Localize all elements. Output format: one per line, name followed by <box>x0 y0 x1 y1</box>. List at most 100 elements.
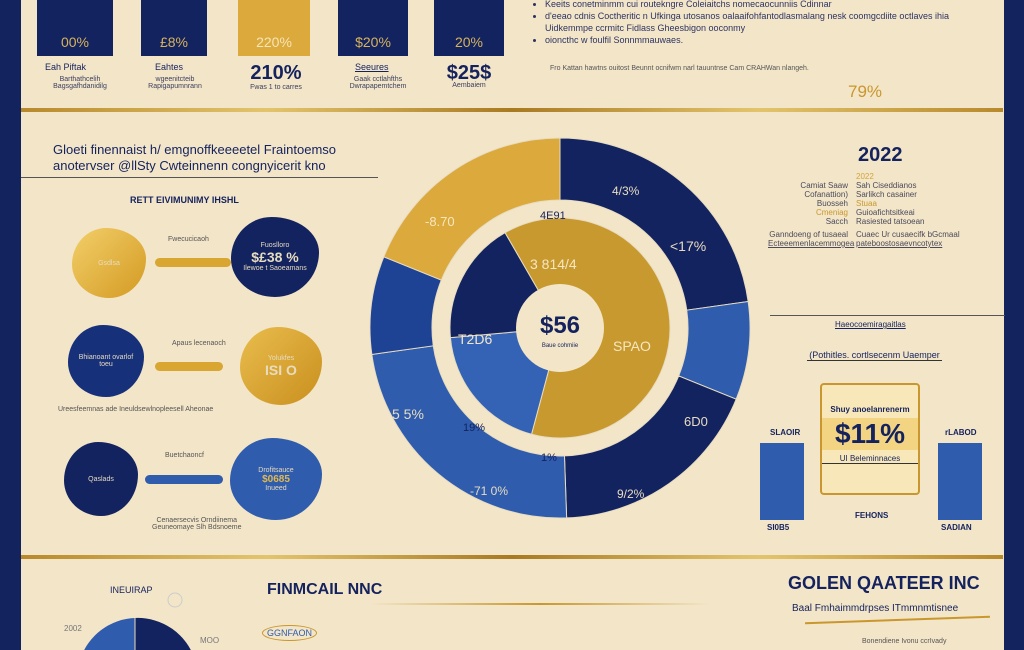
year-row: Cofanattion) Sarlikch casainer <box>804 190 917 199</box>
year-row: Cmeniag Guioafichtsitkeai <box>815 208 915 217</box>
mini-pie-marker <box>167 592 183 608</box>
stat-label: 210% <box>250 62 302 84</box>
stat-box: £8% <box>141 0 207 56</box>
stat-label: Eah Piftak <box>45 62 87 72</box>
year-row: Sacch Rasiested tatsoean <box>825 217 925 226</box>
gold-divider <box>21 555 1003 559</box>
pie-right-label: MOO <box>200 636 220 645</box>
inner-label: T2D6 <box>458 331 493 347</box>
stat-label: $25$ <box>446 62 492 84</box>
year-row: 2022 <box>856 172 874 181</box>
tagline-swash <box>805 615 990 625</box>
outer-label: 5 5% <box>392 406 424 422</box>
stat-box: $20% <box>338 0 408 56</box>
center-label: FEHONS <box>855 511 889 520</box>
gold-divider <box>21 108 1003 112</box>
stat-sub: Fwas 1 to carres <box>250 84 302 91</box>
top-right-percent: 79% <box>848 82 883 101</box>
stat-sub: Aembaiem <box>452 82 486 89</box>
stat-sub: Barthathcelih Bagsgafhdanidilg <box>53 76 107 90</box>
mini-pie <box>84 592 191 650</box>
flow-right-title: Fuoslloro <box>260 242 290 249</box>
stat-sub: wgeenitcteib Rapigapumnrann <box>148 76 202 90</box>
bar-right <box>938 443 982 520</box>
inner-label: 19% <box>463 422 486 434</box>
stat-box: 20% <box>434 0 504 56</box>
donut-center <box>516 284 604 372</box>
pie-left-label: 2002 <box>64 624 82 633</box>
flow-mid-note: Ureesfeemnas ade Ineuldsewlnopleesell Ah… <box>58 406 214 413</box>
inner-label: 1% <box>541 452 557 464</box>
left-subtitle: RETT EIVIMUNIMY IHSHL <box>130 195 239 205</box>
center-sub: Baue cohmiie <box>541 343 579 349</box>
flow-left-node: Qaslads <box>64 442 138 516</box>
section-title-line: Gloeti finennaist h/ emgnoffkeeeetel Fra… <box>53 142 337 157</box>
flow-right-node: Fuoslloro $£38 % Ilewoe t Saoeamans <box>231 217 319 297</box>
inner-label: SPAO <box>613 338 651 354</box>
top-note: Fro Kattan hawtns ouitost Beunnt ocnifwm… <box>550 65 809 72</box>
bullet-item: oioncthc w foulfil Sonnmmauwaes. <box>545 34 975 46</box>
year-row: Camiat Saaw Sah Ciseddianos <box>800 181 917 190</box>
flow-right-node: Yolukfes ISI O <box>240 327 322 405</box>
outer-ring-segment <box>371 345 568 519</box>
bullet-list: Keeits conetminmm cui routekngre Coleiai… <box>535 0 975 46</box>
year-row: Ecteeemenlacemmogea pateboostosaevncotyte… <box>768 239 943 248</box>
mini-pie-slice <box>84 618 135 650</box>
stat-box: 00% <box>37 0 113 56</box>
bar-left-top: SLAOIR <box>770 428 801 437</box>
bar-right-bottom: SADIAN <box>941 523 972 532</box>
bar-left <box>760 443 804 520</box>
stat-sub: Gaak cctlahfths Dwrapapemtchem <box>349 76 407 90</box>
flow-bottom-note: Cenaersecvis Orndiinema Geuneomaye Slh Bd… <box>152 517 242 531</box>
outer-ring-segment <box>383 137 561 281</box>
flow-label: Fwecucicaoh <box>168 236 209 243</box>
card-title: Shuy anoelanrenerm <box>830 405 910 414</box>
stat-box: 220% <box>238 0 310 56</box>
center-value: $56 <box>539 312 581 339</box>
stat-label: Seeures <box>355 62 389 72</box>
flow-bar <box>145 475 223 484</box>
bullet-item: d'eeao cdnis Coctheritic n Ufkinga utosa… <box>545 10 975 34</box>
card-value: $11% <box>822 418 918 450</box>
flow-right-node: Drofitsauce $0685 Inueed <box>230 438 322 520</box>
section-title-line: anotervser @llSty Cwteinnenn congnyiceri… <box>53 158 326 173</box>
flow-label: Buetchaoncf <box>165 452 204 459</box>
footer-logo: GGNFAON <box>262 625 318 641</box>
highlight-card: Shuy anoelanrenerm $11% UI Beleminnaces <box>820 383 920 495</box>
bar-right-top: rLABOD <box>945 428 977 437</box>
year-row: Ganndoeng of tusaeal Cuaec Ur cusaecifk b… <box>769 230 960 239</box>
inner-label: 4E91 <box>540 210 566 222</box>
right-border <box>1004 0 1024 650</box>
left-border <box>0 0 21 650</box>
company-name: GOLEN QAATEER INC <box>788 573 980 593</box>
bullet-item: Keeits conetminmm cui routekngre Coleiai… <box>545 0 975 10</box>
section-title: Gloeti finennaist h/ emgnoffkeeeetel Fra… <box>53 142 336 174</box>
footer-title: FINMCAIL NNC <box>267 581 383 598</box>
flow-left-node: Gsdlsa <box>72 228 146 298</box>
stat-label: Eahtes <box>155 62 184 72</box>
outer-label: -71 0% <box>470 484 509 498</box>
right-heading: Haeocoemiragaitlas <box>835 320 906 329</box>
year-heading: 2022 <box>858 144 903 166</box>
flow-left-node: Bhianoant ovarlof toeu <box>68 325 144 397</box>
outer-label: 9/2% <box>617 487 645 501</box>
outer-label: -8.70 <box>425 214 455 229</box>
right-rule <box>770 315 1005 316</box>
outer-label: 6D0 <box>684 414 708 429</box>
right-subheading: (Pothitles. cortlsecenm Uaemper <box>807 350 942 361</box>
pie-label: INEUIRAP <box>110 585 153 595</box>
flow-label: Apaus lecenaoch <box>172 340 226 347</box>
year-table: 2022 Camiat Saaw Sah Ciseddianos Cofanatt… <box>768 172 998 248</box>
year-row: Buosseh Stuaa <box>816 199 877 208</box>
company-tagline: Baal Fmhaimmdrpses ITmmnmtisnee <box>792 603 959 614</box>
bar-left-bottom: SI0B5 <box>767 523 790 532</box>
mini-pie-slice <box>135 617 191 650</box>
footer-rule <box>370 603 710 605</box>
company-note: Bonendiene Ivonu ccrIvady <box>862 638 947 645</box>
inner-label: 3 814/4 <box>530 256 577 272</box>
donut-chart <box>369 137 751 519</box>
card-foot: UI Beleminnaces <box>822 454 918 464</box>
flow-bar <box>155 258 231 267</box>
flow-bar <box>155 362 223 371</box>
outer-label: <17% <box>670 238 707 254</box>
